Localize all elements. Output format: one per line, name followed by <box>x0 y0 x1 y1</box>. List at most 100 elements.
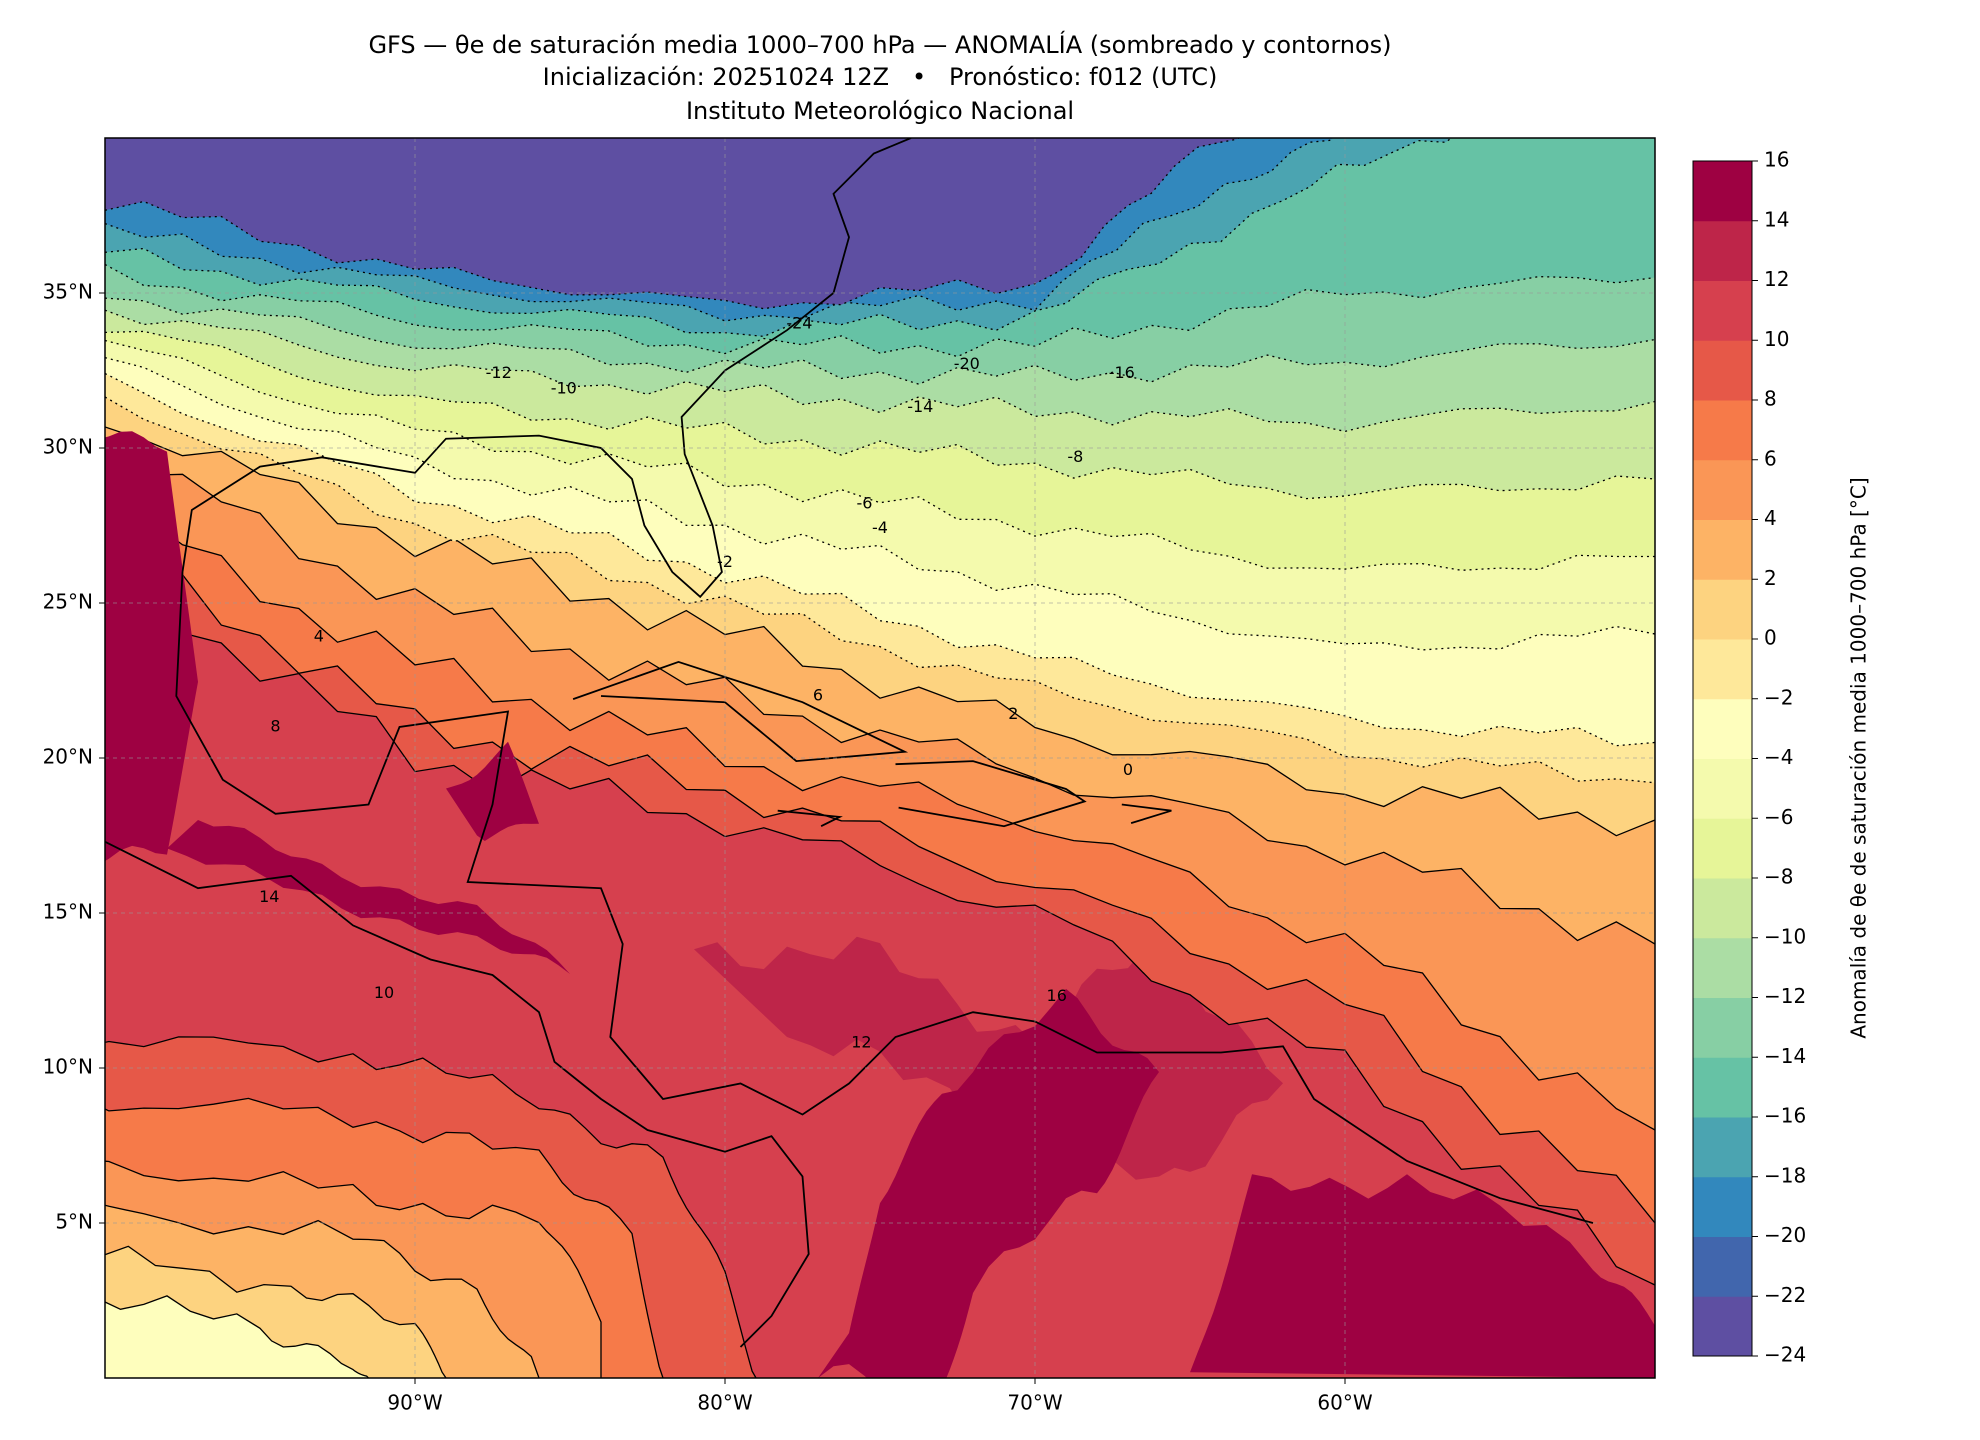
colorbar-swatch <box>1693 818 1752 879</box>
contour-line <box>105 515 1655 1131</box>
colorbar-tick-label: −12 <box>1764 984 1806 1008</box>
x-tick-label: 70°W <box>1007 1391 1062 1415</box>
colorbar-swatch <box>1693 1236 1752 1297</box>
colorbar-tick-label: 8 <box>1764 387 1777 411</box>
colorbar-tick-label: 6 <box>1764 446 1777 470</box>
colorbar-swatch <box>1693 220 1752 281</box>
contour-label: 10 <box>374 983 394 1002</box>
colorbar-tick-label: −14 <box>1764 1044 1806 1068</box>
colorbar-tick-label: −20 <box>1764 1223 1806 1247</box>
contour-line <box>105 454 1655 945</box>
colorbar-tick-label: −10 <box>1764 924 1806 948</box>
colorbar-swatch <box>1693 400 1752 461</box>
colorbar-tick-label: −22 <box>1764 1283 1806 1307</box>
contour-line <box>105 1245 447 1378</box>
colorbar-tick-label: −4 <box>1764 745 1793 769</box>
colorbar-swatch <box>1693 161 1752 222</box>
shade-band <box>1190 1174 1655 1378</box>
contour-label: 8 <box>270 717 280 736</box>
colorbar-tick-label: −18 <box>1764 1163 1806 1187</box>
contour-line <box>105 297 1655 385</box>
x-tick-label: 90°W <box>387 1391 442 1415</box>
coastline <box>895 760 1087 828</box>
colorbar-swatch <box>1693 758 1752 819</box>
contour-line <box>105 263 1655 358</box>
shade-band <box>818 988 1159 1378</box>
contour-label: -20 <box>954 354 980 373</box>
colorbar-swatch <box>1693 937 1752 998</box>
contour-line <box>105 396 1655 784</box>
contour-label: -12 <box>486 363 512 382</box>
shade-band <box>105 431 198 862</box>
contour-line <box>105 527 1655 1224</box>
colorbar-tick-label: 14 <box>1764 207 1789 231</box>
contour-label: -16 <box>1109 363 1135 382</box>
map-frame <box>104 137 1656 1379</box>
coastline <box>105 840 810 1348</box>
contour-line <box>105 339 1655 571</box>
colorbar-tick-label: 16 <box>1764 148 1789 172</box>
colorbar-swatch <box>1693 340 1752 401</box>
contour-label: 2 <box>1008 704 1018 723</box>
colorbar-swatch <box>1693 459 1752 520</box>
shade-band <box>167 820 570 974</box>
y-tick-label: 15°N <box>43 900 93 924</box>
x-tick-label: 60°W <box>1317 1391 1372 1415</box>
contour-label: -8 <box>1067 447 1083 466</box>
subtitle: Inicialización: 20251024 12Z • Pronóstic… <box>543 63 1218 91</box>
contour-line <box>105 330 1655 500</box>
x-tick-label: 80°W <box>697 1391 752 1415</box>
coastline <box>1121 803 1172 824</box>
colorbar-tick-label: −2 <box>1764 685 1793 709</box>
contour-label: 12 <box>851 1033 871 1052</box>
contour-line <box>105 372 1655 747</box>
contour-line <box>105 138 1335 322</box>
contour-label: 4 <box>314 627 324 646</box>
colorbar-swatch <box>1693 878 1752 939</box>
title: GFS — θe de saturación media 1000–700 hP… <box>368 30 1391 59</box>
contour-line <box>105 1204 540 1378</box>
contour-label: -24 <box>786 314 812 333</box>
contour-label: -14 <box>907 397 933 416</box>
source: Instituto Meteorológico Nacional <box>686 97 1074 125</box>
y-tick-label: 20°N <box>43 745 93 769</box>
colorbar-label: Anomalía de θe de saturación media 1000–… <box>1847 477 1871 1038</box>
contour-label: -2 <box>717 552 733 571</box>
contour-label: -4 <box>872 518 888 537</box>
map-overlay: 90°W 80°W 70°W 60°W 5°N 10°N 15°N 20°N 25°N 30°N 3… <box>43 138 1806 1415</box>
colorbar-swatch <box>1693 579 1752 640</box>
contour-label: -10 <box>551 379 577 398</box>
contour-label: -6 <box>857 493 873 512</box>
colorbar-swatch <box>1693 280 1752 341</box>
y-tick-label: 5°N <box>55 1210 93 1234</box>
contour-line <box>105 1036 757 1378</box>
colorbar-swatch <box>1693 639 1752 700</box>
colorbar-tick-label: 0 <box>1764 626 1777 650</box>
colorbar-swatch <box>1693 1057 1752 1118</box>
coastline <box>777 809 843 828</box>
colorbar-tick-label: 4 <box>1764 506 1777 530</box>
colorbar-tick-label: −8 <box>1764 865 1793 889</box>
contour-line <box>105 1295 369 1378</box>
colorbar-swatch <box>1693 519 1752 580</box>
y-tick-label: 30°N <box>43 435 93 459</box>
contour-line <box>105 426 1655 837</box>
colorbar-tick-label: −24 <box>1764 1343 1806 1367</box>
y-tick-label: 25°N <box>43 590 93 614</box>
colorbar-swatch <box>1693 1117 1752 1178</box>
contour-label: 0 <box>1123 760 1133 779</box>
contour-label: 6 <box>813 686 823 705</box>
colorbar-swatch <box>1693 1296 1752 1357</box>
colorbar-tick-label: 2 <box>1764 566 1777 590</box>
colorbar-tick-label: −6 <box>1764 805 1793 829</box>
y-tick-label: 10°N <box>43 1055 93 1079</box>
y-tick-label: 35°N <box>43 280 93 304</box>
contour-label: 14 <box>259 887 279 906</box>
colorbar-swatch <box>1693 1176 1752 1237</box>
colorbar-tick-label: 12 <box>1764 267 1789 291</box>
contour-line <box>105 567 1655 1286</box>
colorbar-tick-label: −16 <box>1764 1104 1806 1128</box>
contour-label: 16 <box>1047 986 1067 1005</box>
